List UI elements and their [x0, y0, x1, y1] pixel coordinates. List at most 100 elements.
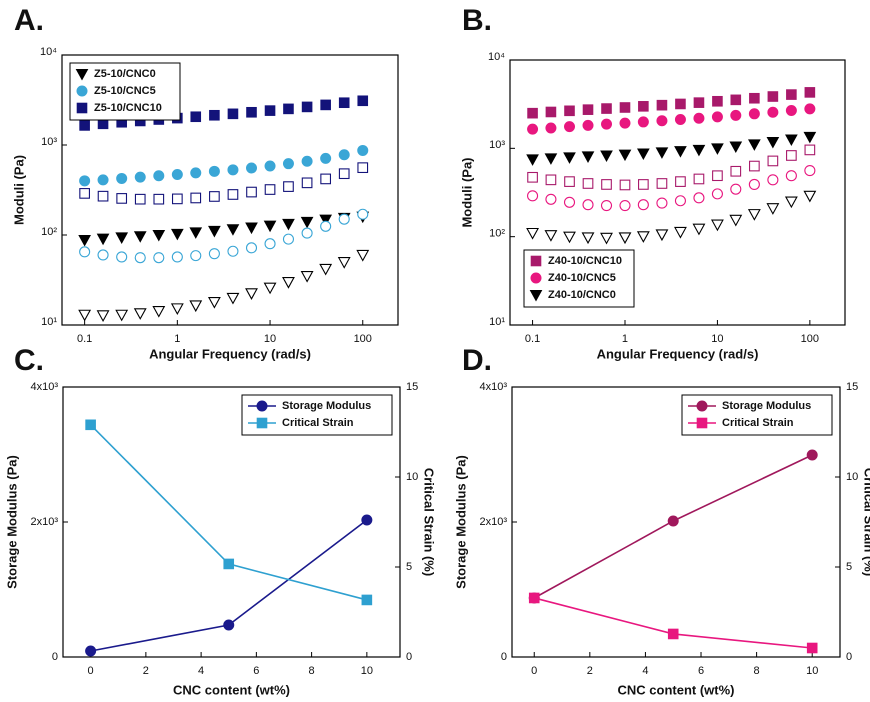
marker: [357, 162, 369, 174]
marker: [600, 232, 613, 245]
marker: [338, 149, 350, 161]
marker: [711, 111, 723, 123]
marker: [730, 94, 742, 106]
marker: [116, 193, 128, 204]
marker: [320, 99, 331, 111]
marker: [692, 223, 706, 236]
y-tick-label: 10²: [41, 226, 57, 238]
marker: [208, 225, 221, 238]
legend-label: Z5-10/CNC0: [94, 68, 156, 80]
marker: [245, 222, 258, 235]
x-tick-label: 10: [361, 665, 373, 677]
marker: [747, 209, 761, 221]
y-tick-label: 10³: [41, 136, 57, 148]
marker: [710, 219, 724, 232]
legend-label: Z5-10/CNC10: [94, 102, 162, 114]
y2-tick-label: 10: [406, 471, 418, 483]
x-tick-label: 10: [806, 665, 818, 677]
y-axis-title: Moduli (Pa): [11, 155, 26, 225]
marker: [170, 228, 184, 241]
marker: [226, 224, 240, 236]
legend: Z5-10/CNC0 Z5-10/CNC5 Z5-10/CNC10: [69, 62, 181, 121]
marker: [190, 111, 202, 123]
marker: [804, 144, 816, 156]
legend-marker: [696, 417, 708, 429]
marker: [283, 181, 294, 192]
marker: [693, 112, 705, 124]
marker: [356, 249, 370, 262]
marker: [656, 178, 668, 189]
panel-letter: B.: [462, 4, 492, 37]
marker: [227, 189, 239, 200]
marker: [78, 309, 92, 322]
legend: Storage Modulus Critical Strain: [241, 394, 393, 436]
marker: [282, 277, 295, 289]
marker: [582, 104, 594, 115]
marker: [545, 174, 557, 186]
marker: [357, 95, 369, 107]
marker: [209, 191, 220, 202]
y-tick-label: 10⁴: [40, 46, 57, 58]
panel: B. 0.1 1 10 100 10¹ 10² 10³ 10⁴ Angular Frequency…: [459, 4, 846, 361]
y-tick-label: 10⁴: [488, 51, 505, 63]
marker: [693, 173, 705, 185]
x-tick-label: 6: [253, 665, 259, 677]
marker: [97, 190, 109, 202]
marker: [85, 645, 97, 657]
marker: [171, 169, 183, 181]
marker: [171, 193, 183, 205]
series-line: [533, 454, 813, 599]
x-tick-label: 0.1: [525, 333, 540, 345]
plot-frame: [61, 54, 399, 326]
y-tick-label: 10³: [489, 139, 505, 151]
legend-box: [523, 249, 635, 308]
marker: [545, 106, 557, 118]
marker: [544, 153, 558, 165]
marker: [675, 176, 686, 187]
marker: [785, 170, 797, 182]
marker: [748, 108, 760, 120]
legend-label: Critical Strain: [722, 417, 794, 429]
marker: [619, 200, 631, 212]
marker: [730, 109, 742, 121]
y-tick-label: 10²: [489, 228, 505, 240]
legend-marker: [75, 69, 89, 81]
marker: [152, 305, 166, 318]
marker: [601, 179, 612, 190]
legend: Z40-10/CNC10 Z40-10/CNC5 Z40-10/CNC0: [523, 249, 635, 308]
marker: [564, 121, 576, 133]
x-tick-label: 8: [754, 665, 760, 677]
y-tick-label: 2x10³: [30, 516, 58, 528]
marker: [766, 203, 780, 215]
marker: [619, 117, 631, 129]
marker: [527, 107, 538, 119]
y-tick-label: 10¹: [41, 316, 57, 328]
marker: [264, 238, 276, 250]
marker: [361, 514, 373, 526]
marker: [96, 233, 110, 246]
marker: [582, 119, 594, 131]
marker: [637, 199, 649, 211]
marker: [730, 183, 742, 195]
y2-axis-title: Critical Strain (%): [862, 468, 870, 576]
panel-letter: C.: [14, 344, 44, 377]
marker: [226, 292, 240, 305]
x-axis-title: CNC content (wt%): [618, 682, 735, 697]
marker: [582, 178, 594, 189]
marker: [656, 197, 668, 209]
marker: [133, 308, 147, 320]
y2-tick-label: 15: [846, 381, 858, 393]
x-tick-label: 4: [642, 665, 648, 677]
marker: [319, 263, 333, 276]
legend-box: [241, 394, 393, 436]
marker: [581, 151, 595, 163]
marker: [97, 174, 109, 186]
x-tick-label: 6: [698, 665, 704, 677]
marker: [786, 150, 797, 161]
marker: [711, 143, 724, 155]
marker: [767, 174, 779, 186]
marker: [338, 168, 350, 180]
marker: [320, 152, 332, 164]
marker: [767, 155, 779, 167]
